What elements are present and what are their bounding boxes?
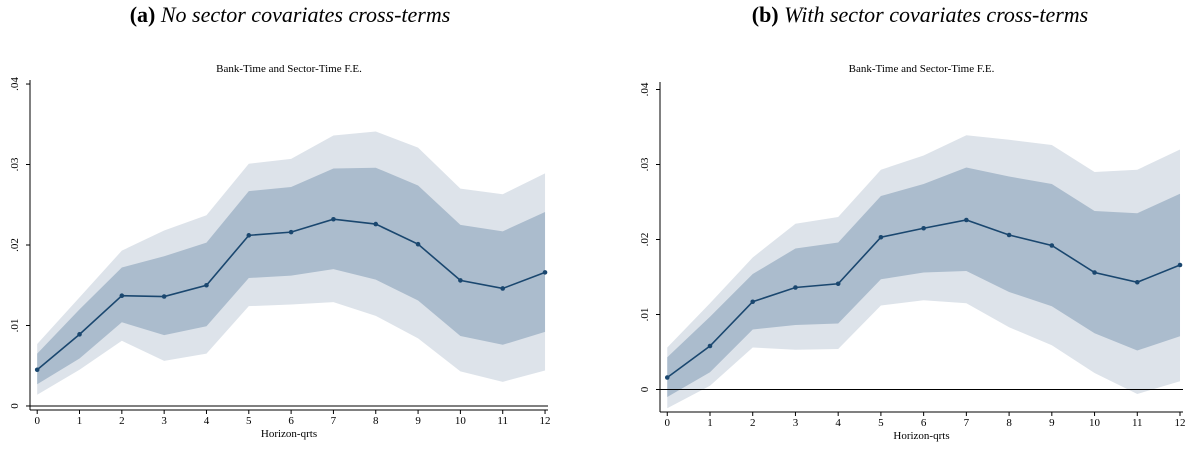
point	[1049, 243, 1055, 248]
x-tick-label: 0	[665, 417, 671, 429]
x-tick-label: 4	[204, 415, 210, 427]
x-tick-label: 12	[540, 415, 551, 427]
point	[119, 293, 125, 299]
x-axis-label: Horizon-qrts	[261, 428, 317, 440]
x-tick-label: 12	[1175, 417, 1186, 429]
y-tick-label: .03	[9, 157, 21, 171]
x-tick-label: 9	[415, 415, 421, 427]
point	[246, 233, 252, 238]
x-tick-label: 11	[1132, 417, 1143, 429]
point	[1006, 232, 1012, 238]
x-tick-label: 8	[373, 415, 379, 427]
point	[34, 367, 40, 373]
point	[204, 282, 209, 288]
panel-caption: (b) With sector covariates cross-terms	[752, 2, 1088, 27]
x-tick-label: 0	[34, 415, 40, 427]
point	[1134, 279, 1140, 285]
point	[500, 286, 506, 291]
confidence-band	[667, 167, 1181, 397]
confidence-band	[37, 167, 546, 385]
x-tick-label: 8	[1006, 417, 1012, 429]
x-tick-label: 1	[77, 415, 83, 427]
point	[77, 332, 82, 337]
x-tick-label: 1	[707, 417, 713, 429]
x-tick-label: 10	[1089, 417, 1101, 429]
chart-subtitle: Bank-Time and Sector-Time F.E.	[216, 63, 362, 75]
point	[331, 216, 336, 222]
panel-label: (a)	[130, 2, 156, 27]
y-tick-label: .03	[639, 157, 651, 171]
point	[964, 217, 969, 223]
point	[793, 285, 798, 290]
point	[1177, 262, 1183, 268]
y-tick-label: .01	[639, 308, 651, 322]
x-tick-label: 3	[793, 417, 799, 429]
point	[161, 294, 167, 299]
panel-title: With sector covariates cross-terms	[784, 2, 1088, 27]
x-tick-label: 6	[288, 415, 294, 427]
y-tick-label: 0	[9, 403, 21, 409]
x-tick-label: 5	[246, 415, 252, 427]
point	[921, 225, 926, 231]
panel-label: (b)	[752, 2, 779, 27]
chart-subtitle: Bank-Time and Sector-Time F.E.	[849, 63, 995, 75]
x-tick-label: 4	[835, 417, 841, 429]
x-tick-label: 2	[119, 415, 125, 427]
point	[750, 299, 756, 305]
point	[542, 270, 548, 275]
y-tick-label: .04	[639, 82, 651, 96]
x-tick-label: 10	[455, 415, 467, 427]
y-tick-label: .02	[639, 233, 651, 247]
point	[1092, 270, 1097, 275]
x-tick-label: 3	[161, 415, 167, 427]
x-tick-label: 2	[750, 417, 756, 429]
y-tick-label: .02	[9, 238, 21, 252]
x-tick-label: 6	[921, 417, 927, 429]
point	[415, 241, 421, 247]
point	[458, 278, 463, 283]
x-tick-label: 7	[964, 417, 970, 429]
y-tick-label: 0	[639, 386, 651, 392]
y-tick-label: .04	[9, 77, 21, 91]
x-tick-label: 7	[331, 415, 337, 427]
point	[707, 343, 713, 349]
point	[664, 375, 670, 380]
point	[878, 234, 884, 240]
y-tick-label: .01	[9, 319, 21, 333]
x-tick-label: 5	[878, 417, 884, 429]
x-axis-label: Horizon-qrts	[893, 430, 949, 442]
point	[373, 221, 379, 227]
point	[288, 229, 294, 235]
x-tick-label: 9	[1049, 417, 1055, 429]
panel-caption: (a) No sector covariates cross-terms	[130, 2, 451, 27]
point	[835, 281, 841, 287]
panel-title: No sector covariates cross-terms	[160, 2, 450, 27]
x-tick-label: 11	[497, 415, 508, 427]
